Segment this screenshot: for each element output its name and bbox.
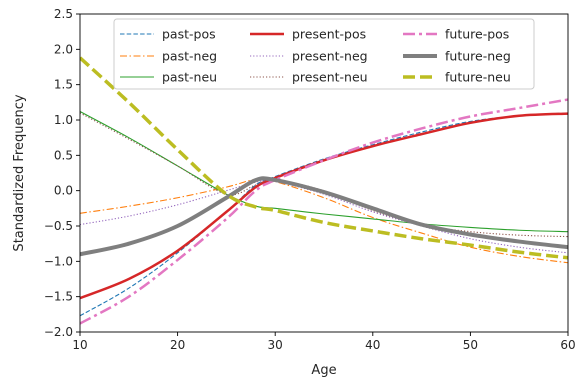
y-tick-label: 2.5 [54, 7, 73, 21]
y-tick-label: −2.0 [44, 325, 73, 339]
legend-label-future-pos: future-pos [445, 27, 509, 42]
legend-label-future-neg: future-neg [445, 49, 511, 64]
x-tick-label: 30 [268, 338, 283, 352]
series-line-future-neu [80, 56, 568, 260]
x-tick-label: 50 [463, 338, 478, 352]
axes: 10 20 30 40 50 60 −2.0 −1.5 −1.0 −0.5 0.0 0.5 1.0 1.5… [44, 7, 576, 352]
x-tick-label: 10 [72, 338, 87, 352]
y-tick-label: 0.5 [54, 148, 73, 162]
y-tick-label: −1.0 [44, 254, 73, 268]
legend-box [113, 18, 535, 90]
legend: past-pos past-neg past-neu present-pos prese… [113, 18, 535, 90]
y-tick-label: 2.0 [54, 42, 73, 56]
plot-area [80, 56, 568, 325]
legend-label-present-pos: present-pos [292, 27, 366, 42]
legend-label-present-neu: present-neu [292, 70, 368, 85]
legend-label-past-pos: past-pos [162, 27, 216, 42]
legend-label-future-neu: future-neu [445, 70, 511, 85]
y-tick-label: −1.5 [44, 290, 73, 304]
y-tick-label: 1.0 [54, 113, 73, 127]
legend-label-present-neg: present-neg [292, 49, 368, 64]
series-line-future-neg [80, 176, 568, 257]
y-tick-label: 1.5 [54, 78, 73, 92]
series-line-future-pos [80, 98, 568, 325]
legend-label-past-neu: past-neu [162, 70, 217, 85]
legend-label-past-neg: past-neg [162, 49, 217, 64]
plot-frame [79, 13, 569, 333]
y-tick-label: −0.5 [44, 219, 73, 233]
x-tick-label: 40 [365, 338, 380, 352]
series-line-present-pos [80, 112, 568, 300]
series-line-present-neu [80, 112, 568, 238]
x-axis-label: Age [311, 363, 336, 378]
y-tick-label: 0.0 [54, 184, 73, 198]
series-line-past-neg [80, 178, 568, 264]
series-line-past-neu [80, 111, 568, 233]
x-tick-label: 20 [170, 338, 185, 352]
x-tick-label: 60 [560, 338, 575, 352]
y-axis-label: Standardized Frequency [12, 94, 27, 251]
